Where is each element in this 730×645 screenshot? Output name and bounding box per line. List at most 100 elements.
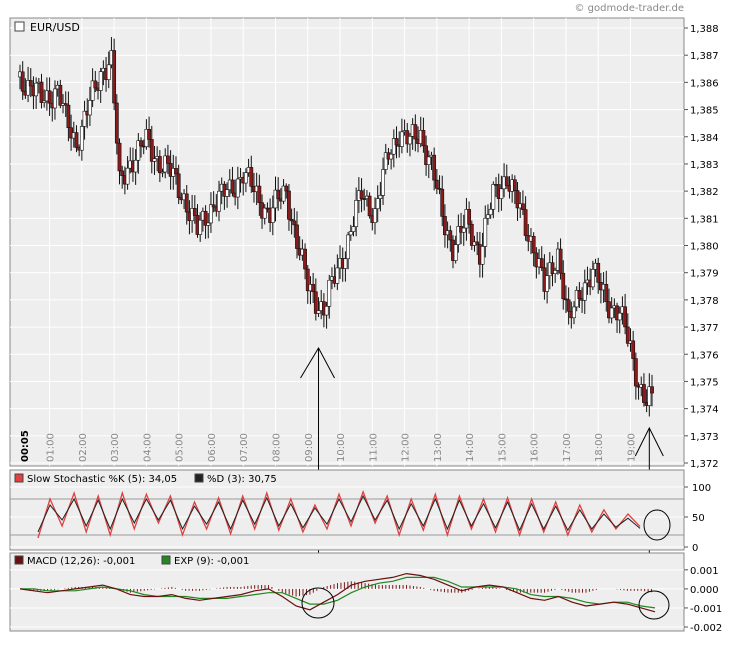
candle-body [106, 64, 111, 80]
candle-body [553, 270, 558, 274]
candle-body [217, 190, 221, 212]
candle-body [550, 262, 555, 274]
candle-body [63, 103, 68, 106]
candle-body [486, 214, 490, 219]
macd-tick-label: 0.000 [690, 585, 719, 596]
time-tick-label: 01:00 [46, 433, 57, 462]
source-label: © godmode-trader.de [575, 3, 685, 14]
candle-body [209, 204, 213, 224]
candle-body [448, 230, 453, 241]
candle-body [564, 298, 568, 301]
candle-body [112, 50, 117, 104]
candles [18, 37, 654, 417]
candle-body [79, 126, 84, 151]
candle-body [577, 290, 582, 299]
legend-swatch [14, 21, 25, 32]
candle-body [114, 102, 119, 144]
price-panel: 1,372 1,373 1,374 1,375 1,376 1,377 1,378 1,379… [9, 17, 719, 631]
stochastic-grid [10, 486, 684, 548]
macd-line [19, 572, 656, 613]
candle-body [399, 131, 404, 147]
candle-body [504, 176, 509, 186]
time-tick-label: 00:05 [20, 430, 31, 462]
price-tick-label: 1,384 [690, 133, 719, 144]
candle-body [456, 226, 461, 245]
candle-body [335, 267, 340, 284]
candle-body [225, 189, 229, 197]
candle-body [270, 207, 275, 223]
price-tick-label: 1,372 [690, 459, 719, 470]
macd-tick-label: 0.001 [690, 566, 719, 577]
time-tick-label: 05:00 [175, 433, 186, 462]
exp-signal-line [20, 576, 656, 609]
macd-tick-label: -0.001 [690, 604, 722, 615]
candle-body [147, 129, 151, 140]
candle-body [176, 173, 181, 198]
price-axis-ticks: 1,372 1,373 1,374 1,375 1,376 1,377 1,378 1,379… [684, 24, 719, 470]
candle-body [391, 138, 396, 155]
candle-body [539, 258, 544, 269]
macd-highlight-circle-2 [638, 590, 670, 620]
candle-body [434, 179, 439, 189]
candle-body [42, 100, 47, 103]
candle-body [424, 145, 428, 165]
candle-body [53, 88, 57, 109]
price-tick-label: 1,375 [690, 377, 719, 388]
candle-body [160, 171, 165, 174]
candle-body [74, 132, 79, 148]
candle-body [90, 80, 95, 101]
price-tick-label: 1,386 [690, 78, 719, 89]
candle-body [324, 306, 329, 316]
candle-body [561, 272, 566, 300]
candle-body [375, 198, 380, 210]
candle-body [475, 241, 480, 245]
candle-body [313, 291, 318, 314]
price-tick-label: 1,388 [690, 24, 719, 35]
price-tick-label: 1,385 [690, 106, 719, 117]
candle-body [348, 231, 353, 236]
candle-body [343, 258, 348, 269]
candle-body [47, 90, 52, 104]
time-tick-label: 17:00 [562, 433, 573, 462]
candle-body [66, 104, 71, 129]
price-tick-label: 1,383 [690, 160, 719, 171]
candle-body [149, 139, 154, 162]
candle-body [354, 200, 359, 227]
stochastic-tick-label: 0 [692, 543, 698, 554]
candle-body [499, 188, 504, 199]
candle-body [609, 307, 614, 319]
candle-body [373, 208, 377, 223]
candle-body [461, 227, 466, 233]
candle-body [39, 81, 44, 103]
time-tick-label: 06:00 [207, 433, 218, 462]
candle-body [469, 223, 474, 246]
candle-body [453, 244, 458, 261]
macd-swatch [14, 555, 24, 565]
stochastic-tick-label: 100 [692, 483, 711, 494]
candle-body [157, 156, 162, 174]
candle-body [58, 84, 63, 106]
candle-body [389, 153, 394, 160]
candle-body [582, 282, 587, 301]
candle-body [289, 218, 294, 222]
stochastic-lines [37, 489, 641, 539]
stoch-k-legend: Slow Stochastic %K (5): 34,05 [27, 474, 177, 485]
candle-body [491, 184, 496, 210]
macd-axis-ticks: -0.002 -0.001 0.000 0.001 [684, 566, 722, 634]
candle-body [531, 235, 536, 254]
candle-body [421, 130, 426, 147]
candle-body [437, 188, 442, 190]
candle-body [20, 71, 25, 92]
macd-lines [19, 572, 656, 613]
candle-body [647, 386, 652, 406]
candle-body [120, 170, 125, 176]
macd-legend: MACD (12,26): -0,001 [27, 556, 135, 567]
candle-body [521, 203, 525, 210]
candle-body [617, 312, 622, 321]
macd-tick-label: -0.002 [690, 623, 722, 634]
candle-body [163, 155, 168, 173]
price-tick-label: 1,381 [690, 214, 719, 225]
candle-body [184, 193, 189, 213]
candle-body [93, 80, 98, 89]
price-tick-label: 1,387 [690, 51, 719, 62]
